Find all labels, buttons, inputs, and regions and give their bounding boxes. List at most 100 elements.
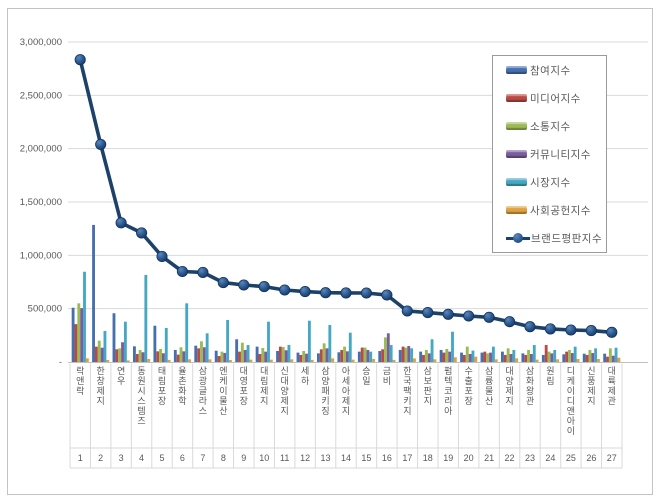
legend-item-6: 사회공헌지수 (493, 196, 606, 224)
y-tick-label: 2,000,000 (20, 144, 62, 155)
rank-label: 4 (139, 453, 144, 463)
svg-text:글: 글 (199, 386, 207, 396)
svg-text:륭: 륭 (485, 376, 493, 386)
svg-text:락: 락 (76, 385, 84, 396)
bar (594, 348, 598, 362)
bar (185, 303, 189, 362)
bar (433, 359, 437, 362)
bar (92, 224, 95, 362)
bar (123, 321, 127, 362)
trend-point (463, 310, 475, 322)
svg-text:제: 제 (608, 386, 616, 396)
svg-text:화: 화 (178, 386, 186, 396)
bar (322, 343, 326, 362)
bar (200, 341, 203, 362)
bar (80, 308, 84, 362)
svg-text:락: 락 (76, 365, 84, 376)
y-tick-label: 1,500,000 (20, 197, 62, 208)
bar (398, 349, 402, 362)
svg-text:대: 대 (260, 366, 268, 376)
svg-text:비: 비 (383, 376, 391, 386)
rank-label: 23 (525, 453, 535, 463)
bar (363, 347, 367, 362)
svg-text:세: 세 (342, 376, 350, 386)
svg-text:케: 케 (567, 376, 575, 386)
bar (389, 345, 393, 362)
bar (483, 351, 487, 362)
bar (100, 347, 104, 362)
bar (340, 349, 344, 362)
bar (85, 358, 89, 362)
svg-text:지: 지 (424, 396, 432, 406)
bar (448, 351, 452, 362)
bar (71, 307, 75, 362)
bar (74, 324, 78, 362)
legend-item-7: 브랜드평판지수 (493, 224, 606, 252)
legend-label: 커뮤니티지수 (530, 148, 591, 161)
bar (506, 348, 510, 362)
bar (325, 348, 329, 362)
bar (553, 349, 557, 362)
svg-text:지: 지 (587, 396, 595, 406)
bar (588, 349, 592, 362)
bar (305, 353, 308, 362)
rank-label: 2 (98, 453, 103, 463)
rank-label: 19 (443, 453, 453, 463)
legend-label: 브랜드평판지수 (531, 232, 603, 245)
svg-text:창: 창 (97, 376, 105, 386)
bar (494, 359, 498, 362)
svg-text:지: 지 (403, 406, 411, 416)
bar (246, 345, 250, 362)
bar (573, 346, 577, 362)
bar (544, 345, 548, 362)
svg-text:키: 키 (403, 396, 411, 406)
svg-text:산: 산 (485, 396, 493, 406)
bar (468, 354, 472, 362)
bar (471, 350, 475, 362)
legend-line-swatch (506, 233, 530, 243)
svg-text:율: 율 (178, 366, 186, 376)
y-tick-label: 2,500,000 (20, 90, 62, 101)
trend-point (95, 138, 107, 150)
category-label: 세하 (301, 366, 310, 386)
svg-text:이: 이 (219, 386, 227, 396)
rank-label: 11 (280, 453, 289, 463)
legend-item-1: 참여지수 (493, 56, 606, 84)
category-label: 금비 (383, 366, 391, 386)
svg-text:대: 대 (608, 366, 616, 376)
bar (261, 348, 265, 362)
bar (603, 353, 607, 362)
trend-point (422, 307, 434, 319)
category-label: 승일 (362, 366, 370, 386)
svg-text:금: 금 (383, 366, 391, 376)
svg-text:라: 라 (199, 396, 208, 406)
bar (453, 357, 457, 362)
bar (278, 346, 282, 362)
svg-text:한: 한 (97, 366, 105, 376)
bar (255, 346, 259, 362)
legend-item-3: 소통지수 (493, 112, 606, 140)
legend-item-2: 미디어지수 (493, 84, 606, 112)
bar (281, 347, 285, 362)
bar (159, 348, 162, 362)
svg-text:아: 아 (567, 416, 576, 426)
trend-point (176, 265, 188, 278)
trend-point (279, 284, 291, 296)
svg-text:시: 시 (137, 386, 145, 396)
bar (296, 352, 300, 362)
svg-text:하: 하 (301, 376, 310, 386)
bar (205, 333, 209, 362)
svg-text:관: 관 (526, 396, 534, 406)
bar (386, 333, 390, 362)
bar (462, 354, 466, 362)
bar (419, 351, 423, 362)
svg-text:대: 대 (505, 366, 513, 376)
svg-text:이: 이 (567, 426, 575, 436)
svg-text:케: 케 (219, 376, 227, 386)
